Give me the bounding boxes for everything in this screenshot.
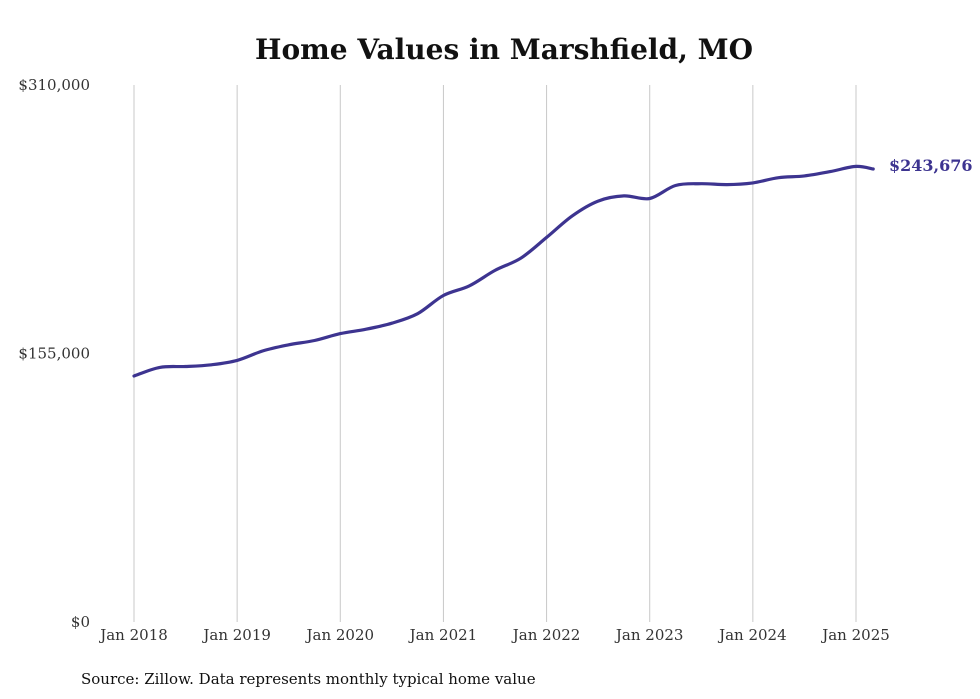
home-value-line (132, 164, 875, 378)
grid-lines (133, 85, 857, 622)
y-axis-ticks: $0 $155,000 $310,000 (18, 76, 90, 631)
source-note: Source: Zillow. Data represents monthly … (81, 670, 536, 688)
x-tick-label: Jan 2023 (614, 626, 684, 644)
end-value-label: $243,676 (889, 156, 973, 175)
y-tick-label: $155,000 (18, 345, 90, 363)
x-axis-ticks: Jan 2018 Jan 2019 Jan 2020 Jan 2021 Jan 2022… (98, 626, 890, 644)
x-tick-label: Jan 2025 (820, 626, 890, 644)
x-tick-label: Jan 2019 (201, 626, 271, 644)
y-tick-label: $0 (71, 613, 90, 631)
y-tick-label: $310,000 (18, 76, 90, 94)
x-tick-label: Jan 2024 (717, 626, 787, 644)
x-tick-label: Jan 2022 (511, 626, 581, 644)
chart-title: Home Values in Marshfield, MO (255, 33, 753, 66)
x-tick-label: Jan 2021 (408, 626, 478, 644)
x-tick-label: Jan 2018 (98, 626, 168, 644)
x-tick-label: Jan 2020 (305, 626, 375, 644)
